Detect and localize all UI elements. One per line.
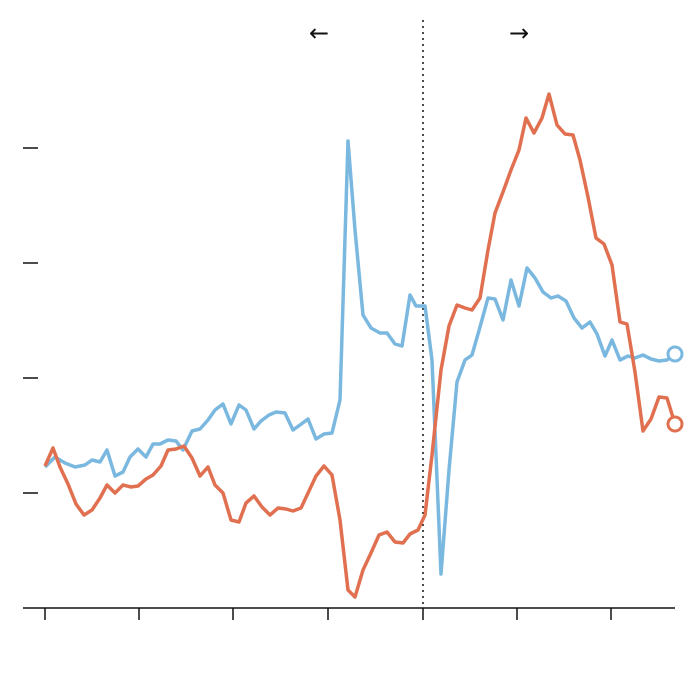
direction-arrow: → (509, 19, 529, 47)
direction-arrow: ← (309, 19, 329, 47)
end-marker (666, 345, 684, 363)
series-line (43, 92, 677, 599)
series-line (43, 139, 677, 576)
end-marker (666, 415, 684, 433)
